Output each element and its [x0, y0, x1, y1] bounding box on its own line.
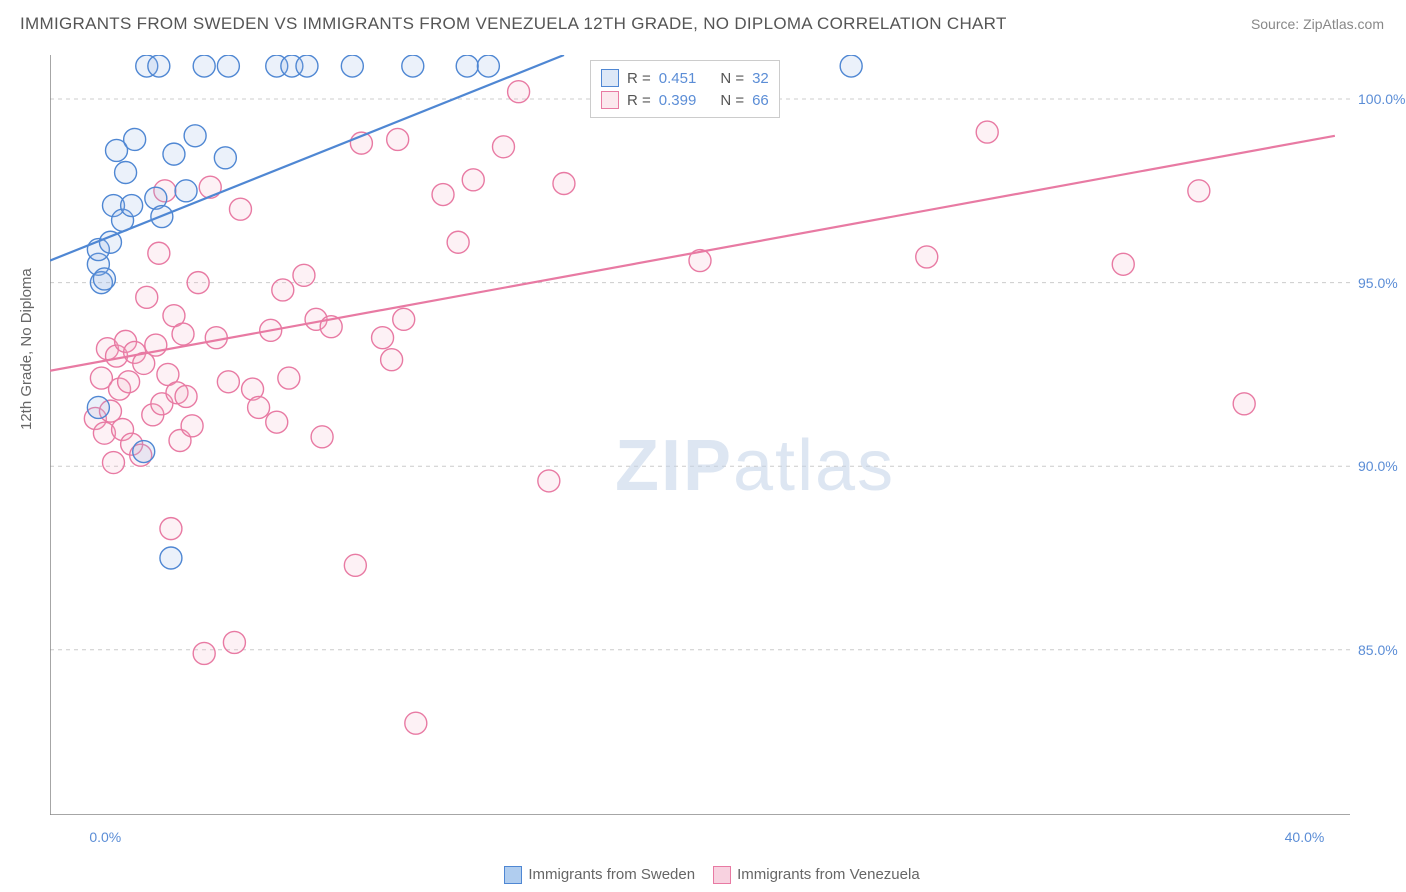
- scatter-point: [402, 55, 424, 77]
- scatter-point: [205, 327, 227, 349]
- scatter-point: [916, 246, 938, 268]
- scatter-point: [393, 308, 415, 330]
- scatter-point: [387, 128, 409, 150]
- chart-title: IMMIGRANTS FROM SWEDEN VS IMMIGRANTS FRO…: [20, 14, 1007, 34]
- scatter-point: [1188, 180, 1210, 202]
- legend-row: R = 0.399 N = 66: [601, 89, 769, 111]
- scatter-point: [199, 176, 221, 198]
- scatter-point: [214, 147, 236, 169]
- scatter-point: [447, 231, 469, 253]
- legend-swatch: [601, 69, 619, 87]
- scatter-point: [840, 55, 862, 77]
- scatter-point: [148, 55, 170, 77]
- scatter-point: [93, 268, 115, 290]
- legend-r-value: 0.451: [659, 70, 697, 87]
- scatter-point: [381, 349, 403, 371]
- series-legend: Immigrants from Sweden Immigrants from Ve…: [0, 866, 1406, 884]
- x-tick-label: 40.0%: [1285, 829, 1325, 845]
- scatter-point: [175, 385, 197, 407]
- y-tick-label: 85.0%: [1358, 642, 1398, 658]
- scatter-point: [223, 631, 245, 653]
- scatter-point: [553, 173, 575, 195]
- trend-line: [50, 55, 564, 261]
- scatter-point: [181, 415, 203, 437]
- scatter-point: [1112, 253, 1134, 275]
- legend-series-label: Immigrants from Venezuela: [737, 866, 920, 883]
- scatter-point: [193, 642, 215, 664]
- legend-n-label: N =: [720, 92, 744, 109]
- scatter-point: [160, 547, 182, 569]
- legend-r-label: R =: [627, 70, 651, 87]
- scatter-point: [311, 426, 333, 448]
- scatter-point: [492, 136, 514, 158]
- scatter-point: [87, 396, 109, 418]
- scatter-point: [432, 184, 454, 206]
- y-tick-label: 95.0%: [1358, 275, 1398, 291]
- scatter-point: [217, 371, 239, 393]
- scatter-point: [217, 55, 239, 77]
- legend-n-value: 32: [752, 70, 769, 87]
- legend-series-label: Immigrants from Sweden: [528, 866, 695, 883]
- scatter-point: [124, 128, 146, 150]
- scatter-point: [136, 286, 158, 308]
- scatter-point: [121, 195, 143, 217]
- scatter-point: [163, 143, 185, 165]
- chart-plot-area: ZIPatlas R =0.451N =32R =0.399N =66 0.0%…: [50, 55, 1350, 815]
- y-axis-label: 12th Grade, No Diploma: [18, 268, 35, 430]
- scatter-point: [184, 125, 206, 147]
- y-tick-label: 100.0%: [1358, 91, 1405, 107]
- scatter-point: [148, 242, 170, 264]
- scatter-point: [272, 279, 294, 301]
- scatter-point: [172, 323, 194, 345]
- trend-line: [50, 136, 1335, 371]
- scatter-point: [118, 371, 140, 393]
- scatter-point: [160, 518, 182, 540]
- legend-swatch: [504, 866, 522, 884]
- y-tick-label: 90.0%: [1358, 458, 1398, 474]
- scatter-point: [538, 470, 560, 492]
- scatter-point: [477, 55, 499, 77]
- scatter-chart-svg: [50, 55, 1350, 815]
- source-attribution: Source: ZipAtlas.com: [1251, 16, 1384, 32]
- scatter-point: [193, 55, 215, 77]
- scatter-point: [266, 411, 288, 433]
- scatter-point: [102, 452, 124, 474]
- scatter-point: [248, 396, 270, 418]
- scatter-point: [341, 55, 363, 77]
- legend-swatch: [601, 91, 619, 109]
- scatter-point: [976, 121, 998, 143]
- scatter-point: [133, 441, 155, 463]
- scatter-point: [1233, 393, 1255, 415]
- scatter-point: [278, 367, 300, 389]
- scatter-point: [296, 55, 318, 77]
- legend-n-value: 66: [752, 92, 769, 109]
- scatter-point: [293, 264, 315, 286]
- scatter-point: [372, 327, 394, 349]
- correlation-legend-box: R = 0.451 N = 32 R = 0.399 N = 66: [590, 60, 780, 118]
- legend-r-value: 0.399: [659, 92, 697, 109]
- scatter-point: [99, 231, 121, 253]
- legend-n-label: N =: [720, 70, 744, 87]
- legend-r-label: R =: [627, 92, 651, 109]
- scatter-point: [462, 169, 484, 191]
- legend-row: R = 0.451 N = 32: [601, 67, 769, 89]
- scatter-point: [175, 180, 197, 202]
- scatter-point: [508, 81, 530, 103]
- x-tick-label: 0.0%: [89, 829, 121, 845]
- scatter-point: [187, 272, 209, 294]
- scatter-point: [115, 161, 137, 183]
- legend-swatch: [713, 866, 731, 884]
- scatter-point: [405, 712, 427, 734]
- scatter-point: [344, 554, 366, 576]
- scatter-point: [229, 198, 251, 220]
- scatter-point: [456, 55, 478, 77]
